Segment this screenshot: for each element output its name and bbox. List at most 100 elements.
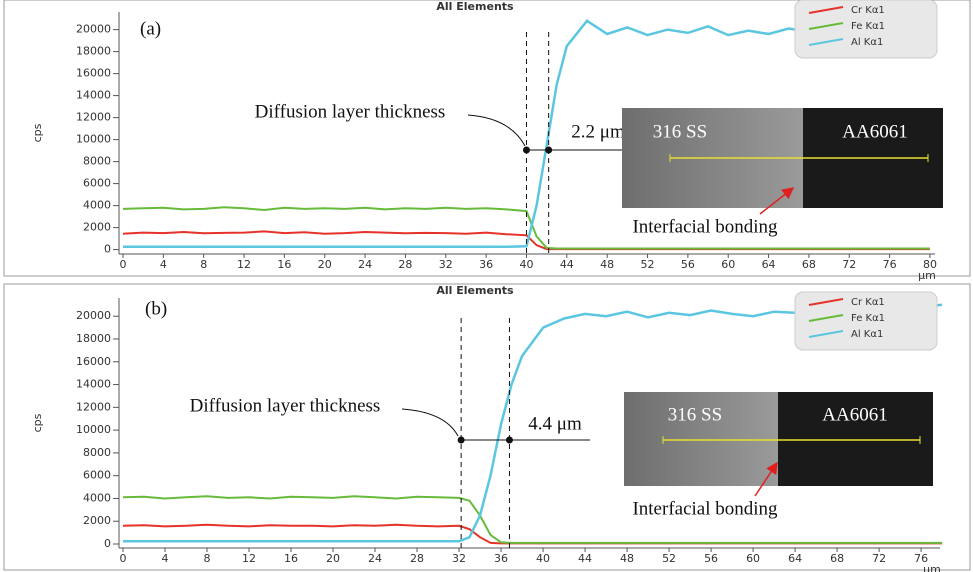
legend-label: Al Kα1 [851,329,883,340]
x-tick-label: 28 [410,552,424,565]
data-line [122,206,930,250]
interface-label: Interfacial bonding [632,498,778,519]
legend-label: Fe Kα1 [851,313,885,324]
x-tick-label: 44 [560,258,574,271]
y-tick-label: 16000 [76,355,111,368]
x-tick-label: 24 [368,552,382,565]
x-axis-label: μm [918,269,936,282]
x-tick-label: 4 [162,552,169,565]
panel-label: (b) [145,298,167,319]
panel-frame [3,0,971,277]
legend-swatch [808,38,844,46]
interface-arrow [754,461,778,497]
annotation: Diffusion layer thickness [190,395,381,416]
material-label: 316 SS [668,404,722,425]
interface-arrow [759,187,795,215]
x-tick-label: 56 [681,258,695,271]
x-tick-label: 60 [746,552,760,565]
y-axis-label: cps [31,123,44,142]
y-tick-label: 14000 [76,89,111,102]
x-tick-label: 76 [883,258,897,271]
legend-swatch [808,6,844,14]
annotation-arrow [401,408,459,437]
legend-swatch [808,330,844,338]
legend-label: Fe Kα1 [851,21,885,32]
y-tick-label: 0 [104,243,111,256]
x-tick-label: 36 [494,552,508,565]
y-tick-label: 4000 [83,199,111,212]
legend-swatch [808,22,844,30]
x-tick-label: 24 [358,258,372,271]
x-tick-label: 40 [519,258,533,271]
x-tick-label: 72 [872,552,886,565]
y-tick-label: 6000 [83,469,111,482]
legend-swatch [808,314,844,322]
x-tick-label: 52 [641,258,655,271]
interface-label: Interfacial bonding [632,216,778,237]
x-tick-label: 56 [704,552,718,565]
x-axis-label: μm [923,563,941,572]
annotation-arrow [467,114,526,147]
chart-title: All Elements [436,284,514,297]
x-tick-label: 12 [242,552,256,565]
x-tick-label: 12 [237,258,251,271]
y-tick-label: 12000 [76,111,111,124]
x-tick-label: 0 [120,258,127,271]
x-tick-label: 8 [200,258,207,271]
x-tick-label: 32 [452,552,466,565]
x-tick-label: 48 [600,258,614,271]
x-tick-label: 52 [662,552,676,565]
y-tick-label: 4000 [83,491,111,504]
x-tick-label: 44 [578,552,592,565]
y-tick-label: 16000 [76,67,111,80]
x-tick-label: 20 [318,258,332,271]
data-line [123,19,931,249]
x-tick-label: 16 [277,258,291,271]
panel-label: (a) [140,18,161,39]
x-tick-label: 60 [721,258,735,271]
y-tick-label: 0 [104,537,111,550]
x-tick-label: 0 [120,552,127,565]
y-tick-label: 10000 [76,423,111,436]
legend-label: Cr Kα1 [851,297,885,308]
legend-label: Al Kα1 [851,37,883,48]
y-tick-label: 18000 [76,45,111,58]
x-tick-label: 36 [479,258,493,271]
y-tick-label: 8000 [83,155,111,168]
y-tick-label: 6000 [83,177,111,190]
x-tick-label: 16 [284,552,298,565]
x-tick-label: 32 [439,258,453,271]
legend-box [794,0,938,59]
chart-title: All Elements [436,0,514,13]
x-tick-label: 68 [830,552,844,565]
x-tick-label: 8 [204,552,211,565]
y-tick-label: 18000 [76,332,111,345]
legend-label: Cr Kα1 [851,5,885,16]
data-line [122,495,943,544]
x-tick-label: 28 [398,258,412,271]
panel-frame [3,283,971,571]
x-tick-label: 20 [326,552,340,565]
annotation: Diffusion layer thickness [255,101,446,122]
x-tick-label: 64 [762,258,776,271]
x-tick-label: 80 [923,258,937,271]
x-tick-label: 72 [842,258,856,271]
x-tick-label: 48 [620,552,634,565]
x-tick-label: 40 [536,552,550,565]
legend-box [794,291,938,351]
material-label: AA6061 [842,121,907,142]
thickness-label: 4.4 μm [528,413,582,434]
x-tick-label: 76 [914,552,928,565]
y-tick-label: 8000 [83,446,111,459]
x-tick-label: 68 [802,258,816,271]
y-tick-label: 12000 [76,400,111,413]
inset-al [778,392,933,486]
y-tick-label: 2000 [83,221,111,234]
material-label: AA6061 [822,404,887,425]
y-tick-label: 10000 [76,133,111,146]
inset-ss [624,392,778,486]
y-tick-label: 20000 [76,309,111,322]
legend-swatch [808,298,844,306]
y-tick-label: 14000 [76,378,111,391]
